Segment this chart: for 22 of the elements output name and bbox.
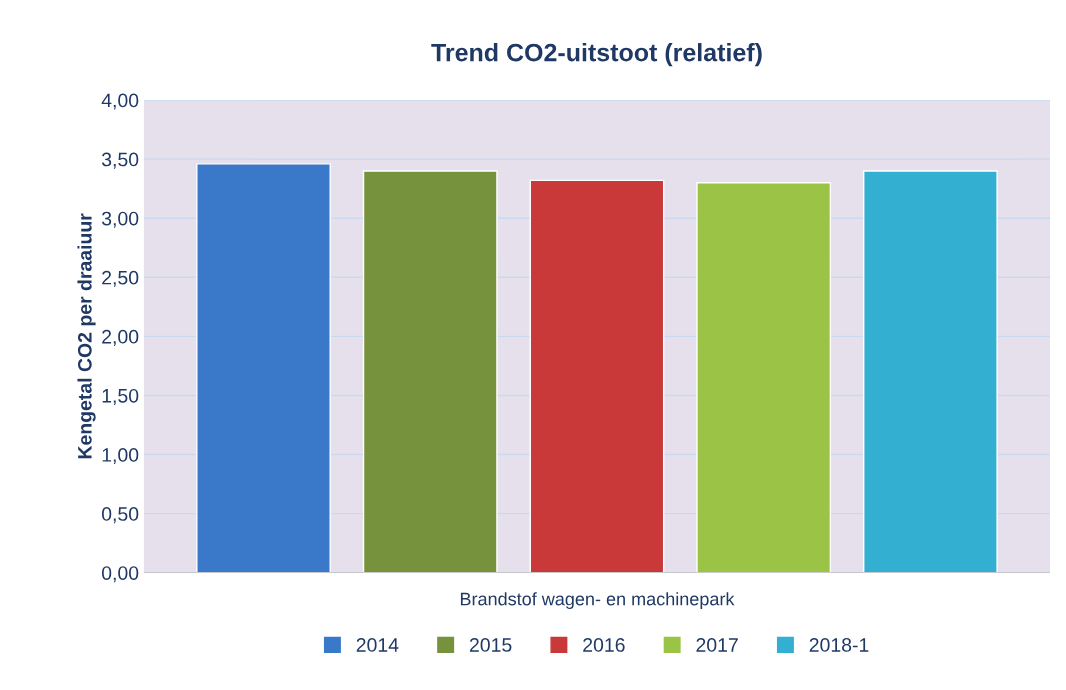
- y-tick-label: 4,00: [101, 93, 139, 110]
- bar: [863, 170, 998, 573]
- y-tick-label: 2,50: [102, 270, 139, 287]
- y-tick-label: 0,00: [101, 566, 139, 583]
- y-tick-label: 1,00: [102, 448, 139, 465]
- bar: [529, 179, 665, 573]
- y-tick-label: 3,50: [101, 152, 139, 169]
- y-tick-label: 0,50: [101, 507, 139, 524]
- bar: [362, 170, 498, 573]
- bar: [696, 182, 832, 573]
- x-tick-label: Brandstof wagen- en machinepark: [460, 592, 735, 609]
- legend-label: 2017: [696, 638, 738, 652]
- y-tick-label: 3,00: [101, 211, 139, 228]
- chart-title: Trend CO2-uitstoot (relatief): [431, 43, 762, 67]
- legend-label: 2015: [469, 638, 512, 652]
- legend-label: 2018-1: [809, 638, 869, 652]
- legend-label: 2016: [583, 638, 625, 652]
- y-tick-label: 1,50: [102, 388, 139, 405]
- y-axis-title: Kengetal CO2 per draaiuur: [77, 213, 96, 459]
- y-tick-label: 2,00: [102, 329, 139, 346]
- legend-label: 2014: [356, 638, 399, 652]
- bar: [196, 163, 331, 573]
